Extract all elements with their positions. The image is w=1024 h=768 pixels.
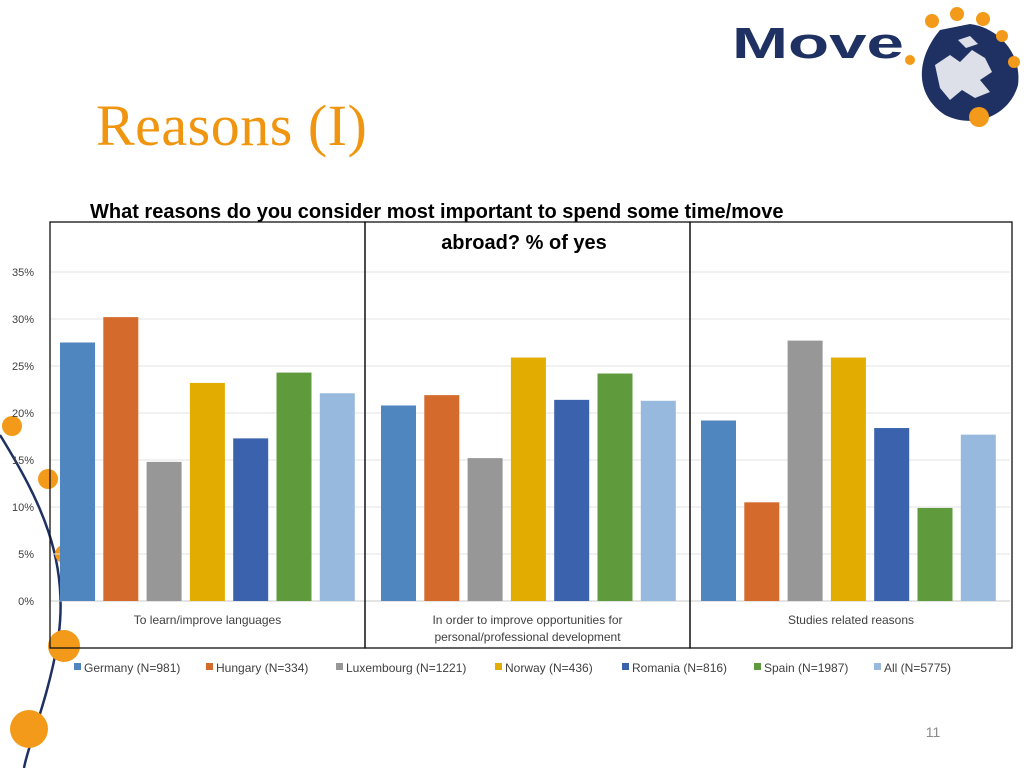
legend-swatch (336, 663, 343, 670)
legend-swatch (622, 663, 629, 670)
y-tick-label: 10% (12, 502, 34, 514)
legend-label: Romania (N=816) (632, 661, 727, 675)
legend-label: Spain (N=1987) (764, 661, 848, 675)
chart-title: What reasons do you consider most import… (90, 197, 870, 259)
y-tick-label: 35% (12, 267, 34, 279)
x-category-label: personal/professional development (434, 630, 621, 644)
bar (103, 317, 139, 601)
y-tick-label: 5% (18, 549, 34, 561)
bar (597, 373, 633, 601)
bar (276, 372, 312, 601)
legend-swatch (495, 663, 502, 670)
bar (233, 438, 269, 601)
bar (189, 382, 225, 601)
legend-swatch (206, 663, 213, 670)
bar (146, 461, 182, 601)
bar (381, 405, 416, 601)
chart-panel-frame-3 (689, 221, 1013, 649)
bar (319, 393, 355, 601)
y-tick-label: 15% (12, 455, 34, 467)
bar (960, 434, 996, 601)
y-tick-label: 30% (12, 314, 34, 326)
bar (874, 428, 910, 601)
slide-title: Reasons (I) (96, 93, 368, 158)
bar (744, 502, 780, 601)
bar (467, 458, 503, 601)
legend-label: Luxembourg (N=1221) (346, 661, 466, 675)
bar (554, 399, 590, 601)
legend-swatch (754, 663, 761, 670)
x-category-label: To learn/improve languages (134, 613, 281, 627)
bar (787, 340, 823, 601)
bar (917, 507, 953, 601)
legend-label: Hungary (N=334) (216, 661, 308, 675)
bar (510, 357, 546, 601)
bar (640, 400, 676, 601)
x-category-label: In order to improve opportunities for (432, 613, 622, 627)
y-tick-label: 20% (12, 408, 34, 420)
bar (830, 357, 866, 601)
y-tick-label: 0% (18, 596, 34, 608)
bar (60, 342, 95, 601)
svg-text:Move: Move (732, 19, 904, 68)
chart-title-line-2: abroad? % of yes (441, 232, 607, 254)
legend-label: Norway (N=436) (505, 661, 593, 675)
legend-label: All (N=5775) (884, 661, 951, 675)
chart-title-line-1: What reasons do you consider most import… (90, 201, 784, 223)
x-category-label: Studies related reasons (788, 613, 914, 627)
legend-swatch (74, 663, 81, 670)
legend-label: Germany (N=981) (84, 661, 180, 675)
bar (424, 395, 460, 601)
move-logo: Move (732, 7, 1020, 127)
legend-swatch (874, 663, 881, 670)
y-tick-label: 25% (12, 361, 34, 373)
page-number: 11 (925, 724, 941, 740)
bar (701, 420, 736, 601)
